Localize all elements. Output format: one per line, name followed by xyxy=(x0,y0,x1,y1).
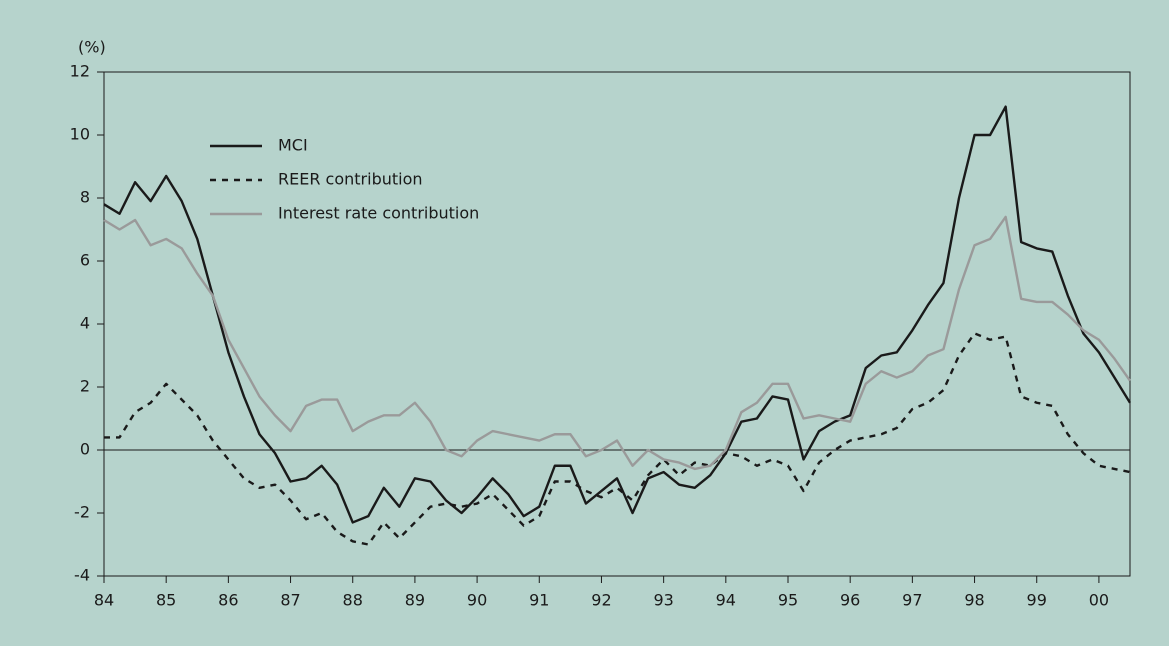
legend-label: REER contribution xyxy=(278,170,423,189)
series-line xyxy=(103,105,1132,524)
x-tick-label: 85 xyxy=(156,591,176,610)
y-tick-label: 4 xyxy=(80,314,90,333)
x-tick-label: 93 xyxy=(653,591,673,610)
y-tick-label: -4 xyxy=(74,566,90,585)
x-tick-label: 84 xyxy=(94,591,114,610)
x-tick-label: 91 xyxy=(529,591,549,610)
series-line xyxy=(103,215,1131,471)
y-tick-label: 0 xyxy=(80,440,90,459)
x-tick-label: 88 xyxy=(343,591,363,610)
x-tick-label: 00 xyxy=(1089,591,1109,610)
x-tick-label: 95 xyxy=(778,591,798,610)
x-tick-label: 92 xyxy=(591,591,611,610)
x-tick-label: 94 xyxy=(716,591,736,610)
x-tick-label: 96 xyxy=(840,591,860,610)
y-tick-label: 8 xyxy=(80,188,90,207)
y-tick-label: 12 xyxy=(70,62,90,81)
x-tick-label: 89 xyxy=(405,591,425,610)
x-tick-label: 97 xyxy=(902,591,922,610)
x-tick-label: 90 xyxy=(467,591,487,610)
legend-label: MCI xyxy=(278,136,308,155)
series-line xyxy=(104,332,1131,546)
x-tick-label: 87 xyxy=(280,591,300,610)
x-tick-label: 86 xyxy=(218,591,238,610)
y-tick-label: 6 xyxy=(80,251,90,270)
legend-label: Interest rate contribution xyxy=(278,204,479,223)
y-unit-label: (%) xyxy=(78,38,106,57)
x-tick-label: 99 xyxy=(1027,591,1047,610)
x-tick-label: 98 xyxy=(964,591,984,610)
y-tick-label: -2 xyxy=(74,503,90,522)
y-tick-label: 10 xyxy=(70,125,90,144)
y-tick-label: 2 xyxy=(80,377,90,396)
